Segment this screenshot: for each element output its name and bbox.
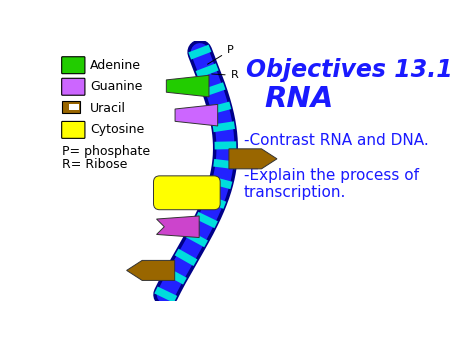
- Text: P= phosphate: P= phosphate: [63, 145, 151, 158]
- Text: Guanine: Guanine: [90, 80, 143, 93]
- Polygon shape: [126, 260, 175, 281]
- Polygon shape: [175, 249, 198, 266]
- Polygon shape: [213, 159, 236, 169]
- Polygon shape: [164, 267, 187, 285]
- Text: Adenine: Adenine: [90, 59, 141, 72]
- FancyBboxPatch shape: [62, 78, 85, 95]
- Polygon shape: [188, 45, 212, 59]
- Polygon shape: [154, 287, 177, 303]
- Polygon shape: [208, 102, 231, 115]
- FancyBboxPatch shape: [62, 121, 85, 138]
- Text: Cytosine: Cytosine: [90, 123, 144, 136]
- Polygon shape: [202, 82, 225, 97]
- Polygon shape: [229, 149, 277, 169]
- Polygon shape: [175, 104, 218, 126]
- FancyBboxPatch shape: [153, 176, 220, 210]
- Polygon shape: [185, 230, 208, 247]
- Polygon shape: [215, 141, 236, 149]
- Polygon shape: [209, 176, 232, 189]
- Polygon shape: [157, 216, 199, 238]
- Polygon shape: [196, 63, 219, 78]
- Text: -Explain the process of
transcription.: -Explain the process of transcription.: [244, 168, 419, 200]
- Text: R= Ribose: R= Ribose: [63, 158, 128, 171]
- FancyBboxPatch shape: [62, 57, 85, 74]
- Text: Objectives 13.1: Objectives 13.1: [246, 57, 450, 81]
- Polygon shape: [212, 121, 235, 132]
- Text: -Contrast RNA and DNA.: -Contrast RNA and DNA.: [244, 133, 428, 148]
- Text: R: R: [212, 70, 239, 80]
- Polygon shape: [195, 212, 218, 228]
- Polygon shape: [203, 194, 226, 209]
- Text: P: P: [207, 45, 234, 64]
- Text: RNA: RNA: [264, 85, 333, 113]
- Polygon shape: [166, 75, 209, 97]
- Text: Uracil: Uracil: [90, 102, 126, 115]
- FancyBboxPatch shape: [69, 104, 79, 110]
- FancyBboxPatch shape: [63, 101, 80, 113]
